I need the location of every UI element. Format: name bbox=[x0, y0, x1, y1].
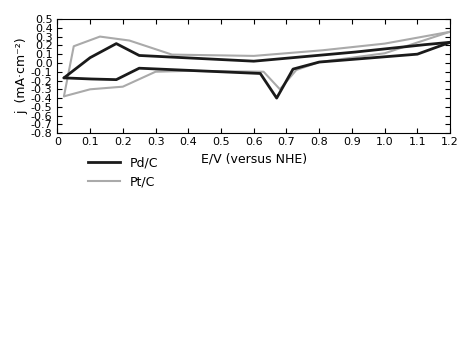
X-axis label: E/V (versus NHE): E/V (versus NHE) bbox=[201, 153, 307, 166]
Legend: Pd/C, Pt/C: Pd/C, Pt/C bbox=[83, 151, 163, 193]
Y-axis label: j  (mA·cm⁻²): j (mA·cm⁻²) bbox=[15, 38, 28, 114]
